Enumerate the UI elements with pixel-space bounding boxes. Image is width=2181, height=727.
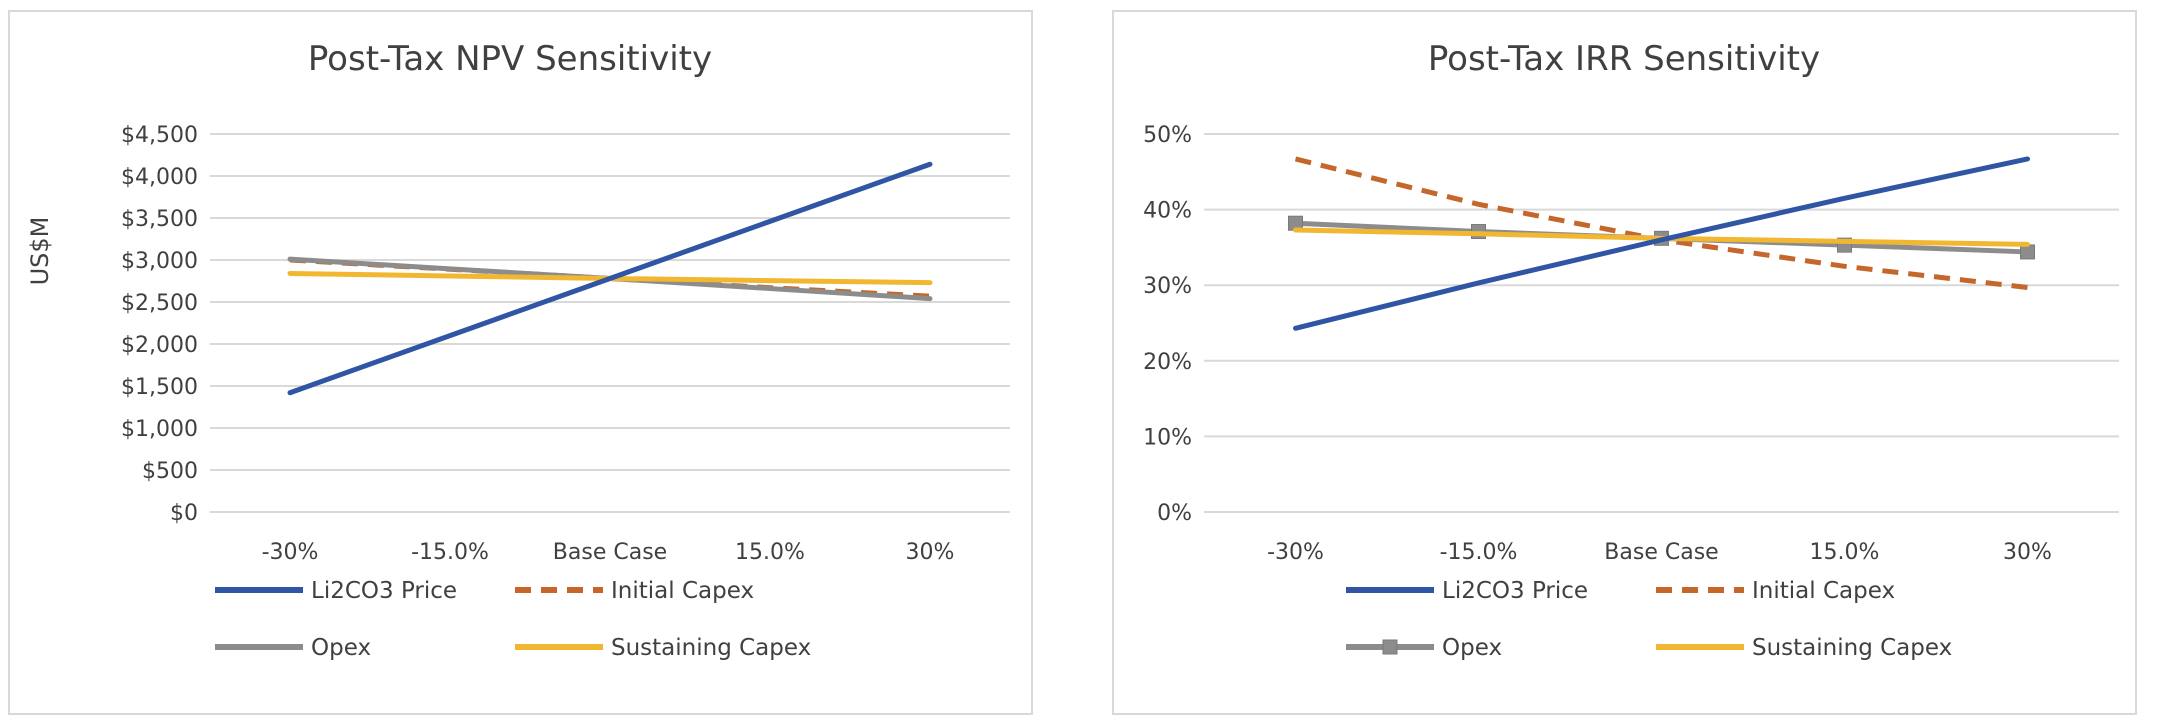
legend-label: Initial Capex	[611, 578, 754, 604]
legend-label: Opex	[311, 635, 371, 661]
y-tick-label: 50%	[1143, 123, 1192, 148]
y-tick-label: $1,500	[121, 375, 198, 400]
legend-entry: Li2CO3 Price	[215, 578, 457, 604]
series-line-li2co3-price	[287, 161, 933, 396]
y-tick-label: $4,500	[121, 123, 198, 148]
legend-label: Sustaining Capex	[1752, 635, 1952, 661]
legend-entry: Initial Capex	[1656, 578, 1895, 604]
y-tick-label: 10%	[1143, 425, 1192, 450]
x-tick-label: 15.0%	[1810, 540, 1880, 565]
legend-label: Initial Capex	[1752, 578, 1895, 604]
y-tick-label: $2,500	[121, 291, 198, 316]
y-tick-label: $2,000	[121, 333, 198, 358]
x-tick-label: Base Case	[553, 540, 667, 565]
x-tick-label: -30%	[262, 540, 319, 565]
y-axis-title: US$M	[26, 217, 54, 286]
x-tick-label: 30%	[906, 540, 955, 565]
irr-chart-panel: Post-Tax IRR Sensitivity 0% 10% 20% 30% 40% 5…	[1112, 10, 2137, 715]
data-point-marker	[2020, 244, 2035, 260]
x-tick-label: 15.0%	[735, 540, 805, 565]
y-tick-label: 20%	[1143, 350, 1192, 375]
npv-chart: Post-Tax NPV Sensitivity US$M $0 $500 $1,0…	[26, 39, 1010, 661]
x-tick-label: 30%	[2003, 540, 2052, 565]
legend-label: Li2CO3 Price	[311, 578, 457, 604]
x-tick-label: Base Case	[1604, 540, 1718, 565]
x-tick-label: -15.0%	[1440, 540, 1518, 565]
chart-title: Post-Tax NPV Sensitivity	[308, 39, 712, 79]
legend-entry: Opex	[1346, 635, 1502, 661]
series-line-initial-capex	[1294, 156, 2028, 290]
y-tick-label: $0	[170, 501, 198, 526]
legend-entry: Initial Capex	[515, 578, 754, 604]
x-tick-label: -30%	[1267, 540, 1324, 565]
y-tick-label: $3,000	[121, 249, 198, 274]
y-tick-label: 0%	[1157, 501, 1192, 526]
y-tick-label: $500	[142, 459, 198, 484]
legend-label: Sustaining Capex	[611, 635, 811, 661]
npv-chart-panel: Post-Tax NPV Sensitivity US$M $0 $500 $1,0…	[8, 10, 1033, 715]
y-tick-label: $4,000	[121, 165, 198, 190]
y-tick-label: 40%	[1143, 199, 1192, 224]
irr-chart: Post-Tax IRR Sensitivity 0% 10% 20% 30% 40% 5…	[1143, 39, 2119, 661]
series-line-li2co3-price	[1293, 156, 2030, 331]
legend-label: Opex	[1442, 635, 1502, 661]
legend-entry: Sustaining Capex	[1656, 635, 1952, 661]
legend-label: Li2CO3 Price	[1442, 578, 1588, 604]
y-tick-label: 30%	[1143, 274, 1192, 299]
y-tick-label: $3,500	[121, 207, 198, 232]
legend-marker	[1382, 639, 1398, 655]
chart-title: Post-Tax IRR Sensitivity	[1428, 39, 1820, 79]
legend-entry: Li2CO3 Price	[1346, 578, 1588, 604]
x-tick-label: -15.0%	[411, 540, 489, 565]
legend-entry: Opex	[215, 635, 371, 661]
legend-entry: Sustaining Capex	[515, 635, 811, 661]
y-tick-label: $1,000	[121, 417, 198, 442]
